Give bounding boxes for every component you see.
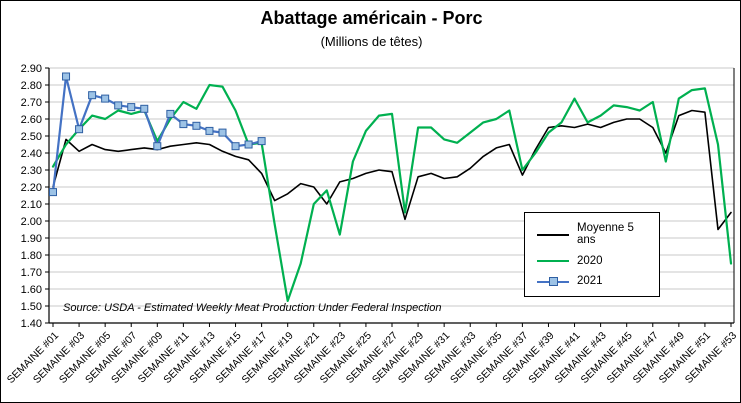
svg-text:1.90: 1.90 xyxy=(21,233,42,245)
legend-item-moyenne-5-ans: Moyenne 5 ans xyxy=(537,222,649,246)
svg-text:1.40: 1.40 xyxy=(21,318,42,330)
svg-text:2.80: 2.80 xyxy=(21,80,42,92)
legend-label: Moyenne 5 ans xyxy=(577,222,634,246)
legend-label: 2020 xyxy=(577,254,603,267)
svg-text:1.60: 1.60 xyxy=(21,284,42,296)
line-2020-swatch-icon xyxy=(537,256,569,265)
svg-text:1.70: 1.70 xyxy=(21,267,42,279)
source-note: Source: USDA - Estimated Weekly Meat Pro… xyxy=(63,302,442,314)
svg-text:2.60: 2.60 xyxy=(21,114,42,126)
svg-text:2.30: 2.30 xyxy=(21,165,42,177)
svg-text:2.00: 2.00 xyxy=(21,216,42,228)
svg-text:2.40: 2.40 xyxy=(21,148,42,160)
svg-text:2.90: 2.90 xyxy=(21,63,42,75)
chart-title: Abattage américain - Porc xyxy=(260,8,483,28)
square-marker-icon xyxy=(549,276,558,286)
legend: Moyenne 5 ans 2020 2021 xyxy=(524,212,660,297)
svg-text:2.50: 2.50 xyxy=(21,131,42,143)
svg-text:2.20: 2.20 xyxy=(21,182,42,194)
moyenne-line-swatch-icon xyxy=(537,230,569,239)
svg-text:2.70: 2.70 xyxy=(21,97,42,109)
line-2021-swatch-icon xyxy=(537,276,569,286)
legend-item-2020: 2020 xyxy=(537,255,649,267)
legend-label: 2021 xyxy=(577,275,603,287)
chart-subtitle: (Millions de têtes) xyxy=(320,34,423,49)
svg-text:1.50: 1.50 xyxy=(21,301,42,313)
legend-item-2021: 2021 xyxy=(537,275,649,287)
svg-text:1.80: 1.80 xyxy=(21,250,42,262)
svg-text:2.10: 2.10 xyxy=(21,199,42,211)
